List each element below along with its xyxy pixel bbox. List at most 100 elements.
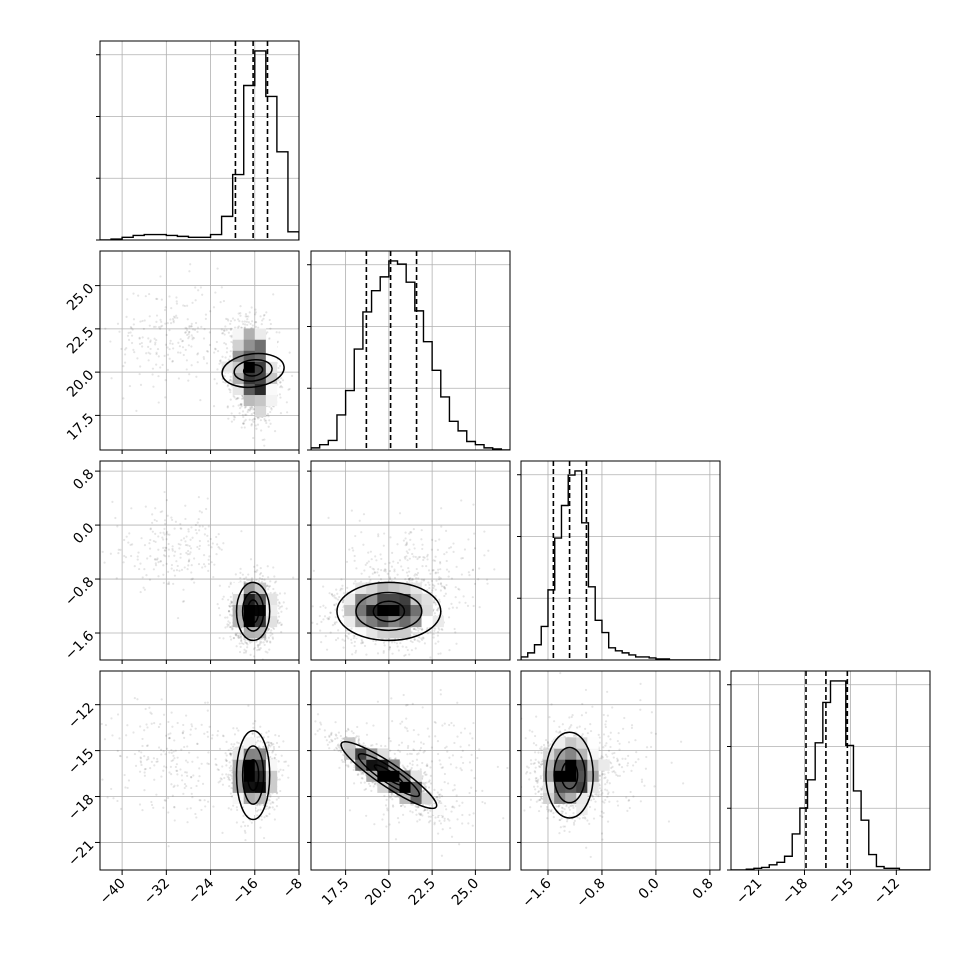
scatter-point bbox=[254, 424, 257, 427]
scatter-point bbox=[411, 640, 414, 644]
scatter-point bbox=[246, 318, 249, 321]
scatter-point bbox=[151, 530, 154, 533]
scatter-point bbox=[154, 343, 157, 346]
scatter-point bbox=[448, 607, 451, 610]
scatter-point bbox=[240, 642, 243, 645]
scatter-point bbox=[414, 573, 417, 576]
scatter-point bbox=[183, 304, 187, 308]
scatter-point bbox=[215, 535, 218, 539]
scatter-point bbox=[197, 289, 200, 292]
scatter-point bbox=[185, 551, 188, 554]
scatter-point bbox=[268, 585, 271, 588]
scatter-point bbox=[153, 558, 157, 561]
scatter-point bbox=[396, 561, 400, 564]
scatter-point bbox=[242, 638, 246, 641]
scatter-point bbox=[201, 566, 204, 569]
scatter-point bbox=[199, 286, 203, 289]
scatter-point bbox=[252, 436, 255, 440]
scatter-point bbox=[153, 337, 156, 340]
scatter-point bbox=[188, 553, 191, 556]
scatter-point bbox=[190, 526, 193, 529]
scatter-point bbox=[328, 592, 331, 595]
scatter-point bbox=[188, 326, 191, 329]
scatter-point bbox=[229, 602, 232, 605]
scatter-point bbox=[398, 512, 402, 515]
scatter-point bbox=[493, 568, 496, 571]
scatter-point bbox=[405, 580, 409, 584]
scatter-point bbox=[405, 543, 408, 546]
scatter-point bbox=[438, 628, 441, 631]
scatter-point bbox=[250, 640, 253, 643]
scatter-point bbox=[229, 635, 232, 638]
scatter-point bbox=[418, 627, 421, 630]
scatter-point bbox=[417, 629, 420, 632]
scatter-point bbox=[360, 572, 363, 575]
scatter-point bbox=[191, 328, 195, 331]
scatter-point bbox=[361, 641, 364, 645]
scatter-point bbox=[173, 527, 176, 530]
scatter-point bbox=[342, 606, 345, 609]
scatter-point bbox=[264, 650, 267, 653]
scatter-point bbox=[306, 564, 308, 566]
scatter-point bbox=[187, 332, 190, 336]
scatter-point bbox=[457, 587, 460, 590]
scatter-point bbox=[184, 331, 187, 334]
scatter-point bbox=[141, 576, 144, 579]
scatter-point bbox=[155, 338, 158, 342]
scatter-point bbox=[173, 316, 177, 319]
scatter-point bbox=[341, 609, 344, 612]
scatter-point bbox=[342, 615, 345, 618]
scatter-point bbox=[254, 311, 257, 314]
scatter-point bbox=[156, 347, 160, 351]
scatter-point bbox=[437, 582, 440, 585]
scatter-point bbox=[224, 325, 227, 328]
scatter-point bbox=[241, 395, 245, 398]
scatter-point bbox=[396, 645, 399, 648]
scatter-point bbox=[156, 297, 159, 301]
scatter-point bbox=[239, 632, 242, 635]
scatter-point bbox=[256, 423, 260, 426]
scatter-point bbox=[267, 628, 270, 631]
scatter-point bbox=[278, 592, 282, 595]
scatter-point bbox=[163, 519, 167, 522]
scatter-point bbox=[379, 578, 383, 581]
scatter-point bbox=[227, 610, 231, 613]
scatter-point bbox=[458, 601, 461, 604]
scatter-point bbox=[376, 571, 379, 574]
scatter-point bbox=[438, 538, 441, 541]
scatter-point bbox=[222, 380, 225, 384]
scatter-point bbox=[278, 602, 281, 605]
scatter-point bbox=[220, 286, 223, 289]
scatter-point bbox=[220, 548, 223, 551]
scatter-point bbox=[434, 539, 437, 543]
scatter-point bbox=[414, 628, 418, 631]
scatter-point bbox=[472, 604, 475, 608]
scatter-point bbox=[320, 620, 323, 623]
scatter-point bbox=[241, 394, 244, 397]
scatter-point bbox=[238, 650, 242, 654]
scatter-point bbox=[123, 538, 126, 542]
density-cell bbox=[243, 582, 256, 594]
scatter-point bbox=[330, 593, 334, 596]
density-cell bbox=[265, 372, 278, 384]
scatter-point bbox=[159, 510, 162, 514]
scatter-point bbox=[117, 552, 120, 555]
scatter-point bbox=[267, 636, 270, 639]
scatter-point bbox=[141, 345, 144, 348]
scatter-point bbox=[421, 628, 424, 631]
scatter-point bbox=[184, 504, 187, 507]
scatter-point bbox=[227, 620, 230, 623]
scatter-point bbox=[177, 377, 180, 380]
scatter-point bbox=[473, 582, 477, 585]
scatter-point bbox=[183, 566, 186, 569]
scatter-point bbox=[227, 609, 231, 613]
scatter-point bbox=[226, 623, 229, 626]
scatter-point bbox=[250, 579, 253, 582]
scatter-point bbox=[464, 601, 467, 604]
scatter-point bbox=[246, 646, 249, 649]
scatter-point bbox=[159, 366, 162, 369]
scatter-point bbox=[437, 640, 440, 643]
scatter-point bbox=[229, 355, 232, 358]
scatter-point bbox=[409, 639, 412, 643]
scatter-point bbox=[472, 503, 475, 506]
